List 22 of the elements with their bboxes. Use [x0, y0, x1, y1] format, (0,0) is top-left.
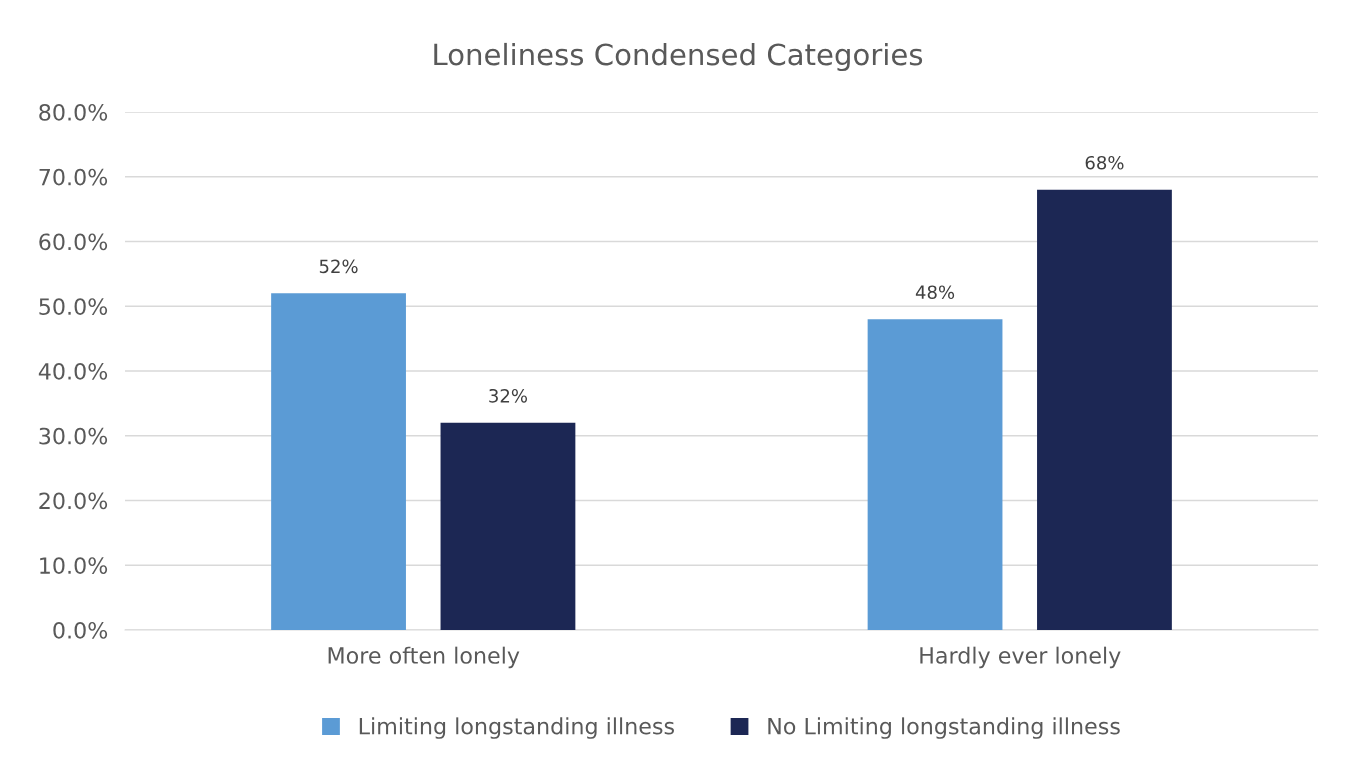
y-tick-label: 0.0% [53, 621, 108, 639]
y-tick-label: 50.0% [39, 298, 108, 316]
chart-title: Loneliness Condensed Categories [434, 42, 923, 72]
data-label: 32% [489, 388, 528, 403]
bar [1037, 189, 1172, 630]
data-label: 68% [1085, 155, 1124, 170]
data-label: 52% [319, 259, 358, 274]
y-tick-label: 30.0% [39, 427, 108, 445]
y-tick-label: 40.0% [38, 362, 108, 380]
y-tick-label: 60.0% [39, 233, 108, 251]
bar [271, 293, 406, 630]
y-tick-label: 80.0% [39, 103, 108, 121]
data-label: 48% [915, 285, 955, 300]
x-tick-label: Hardly ever lonely [920, 646, 1121, 669]
y-tick-label: 70.0% [39, 168, 108, 186]
bar [440, 422, 576, 630]
legend-label: No Limiting longstanding illness [768, 717, 1120, 739]
bar [867, 319, 1003, 630]
legend-label: Limiting longstanding illness [359, 717, 674, 739]
x-tick-label: More often lonely [328, 646, 520, 669]
y-tick-label: 20.0% [39, 492, 108, 510]
y-tick-label: 10.0% [40, 557, 108, 575]
